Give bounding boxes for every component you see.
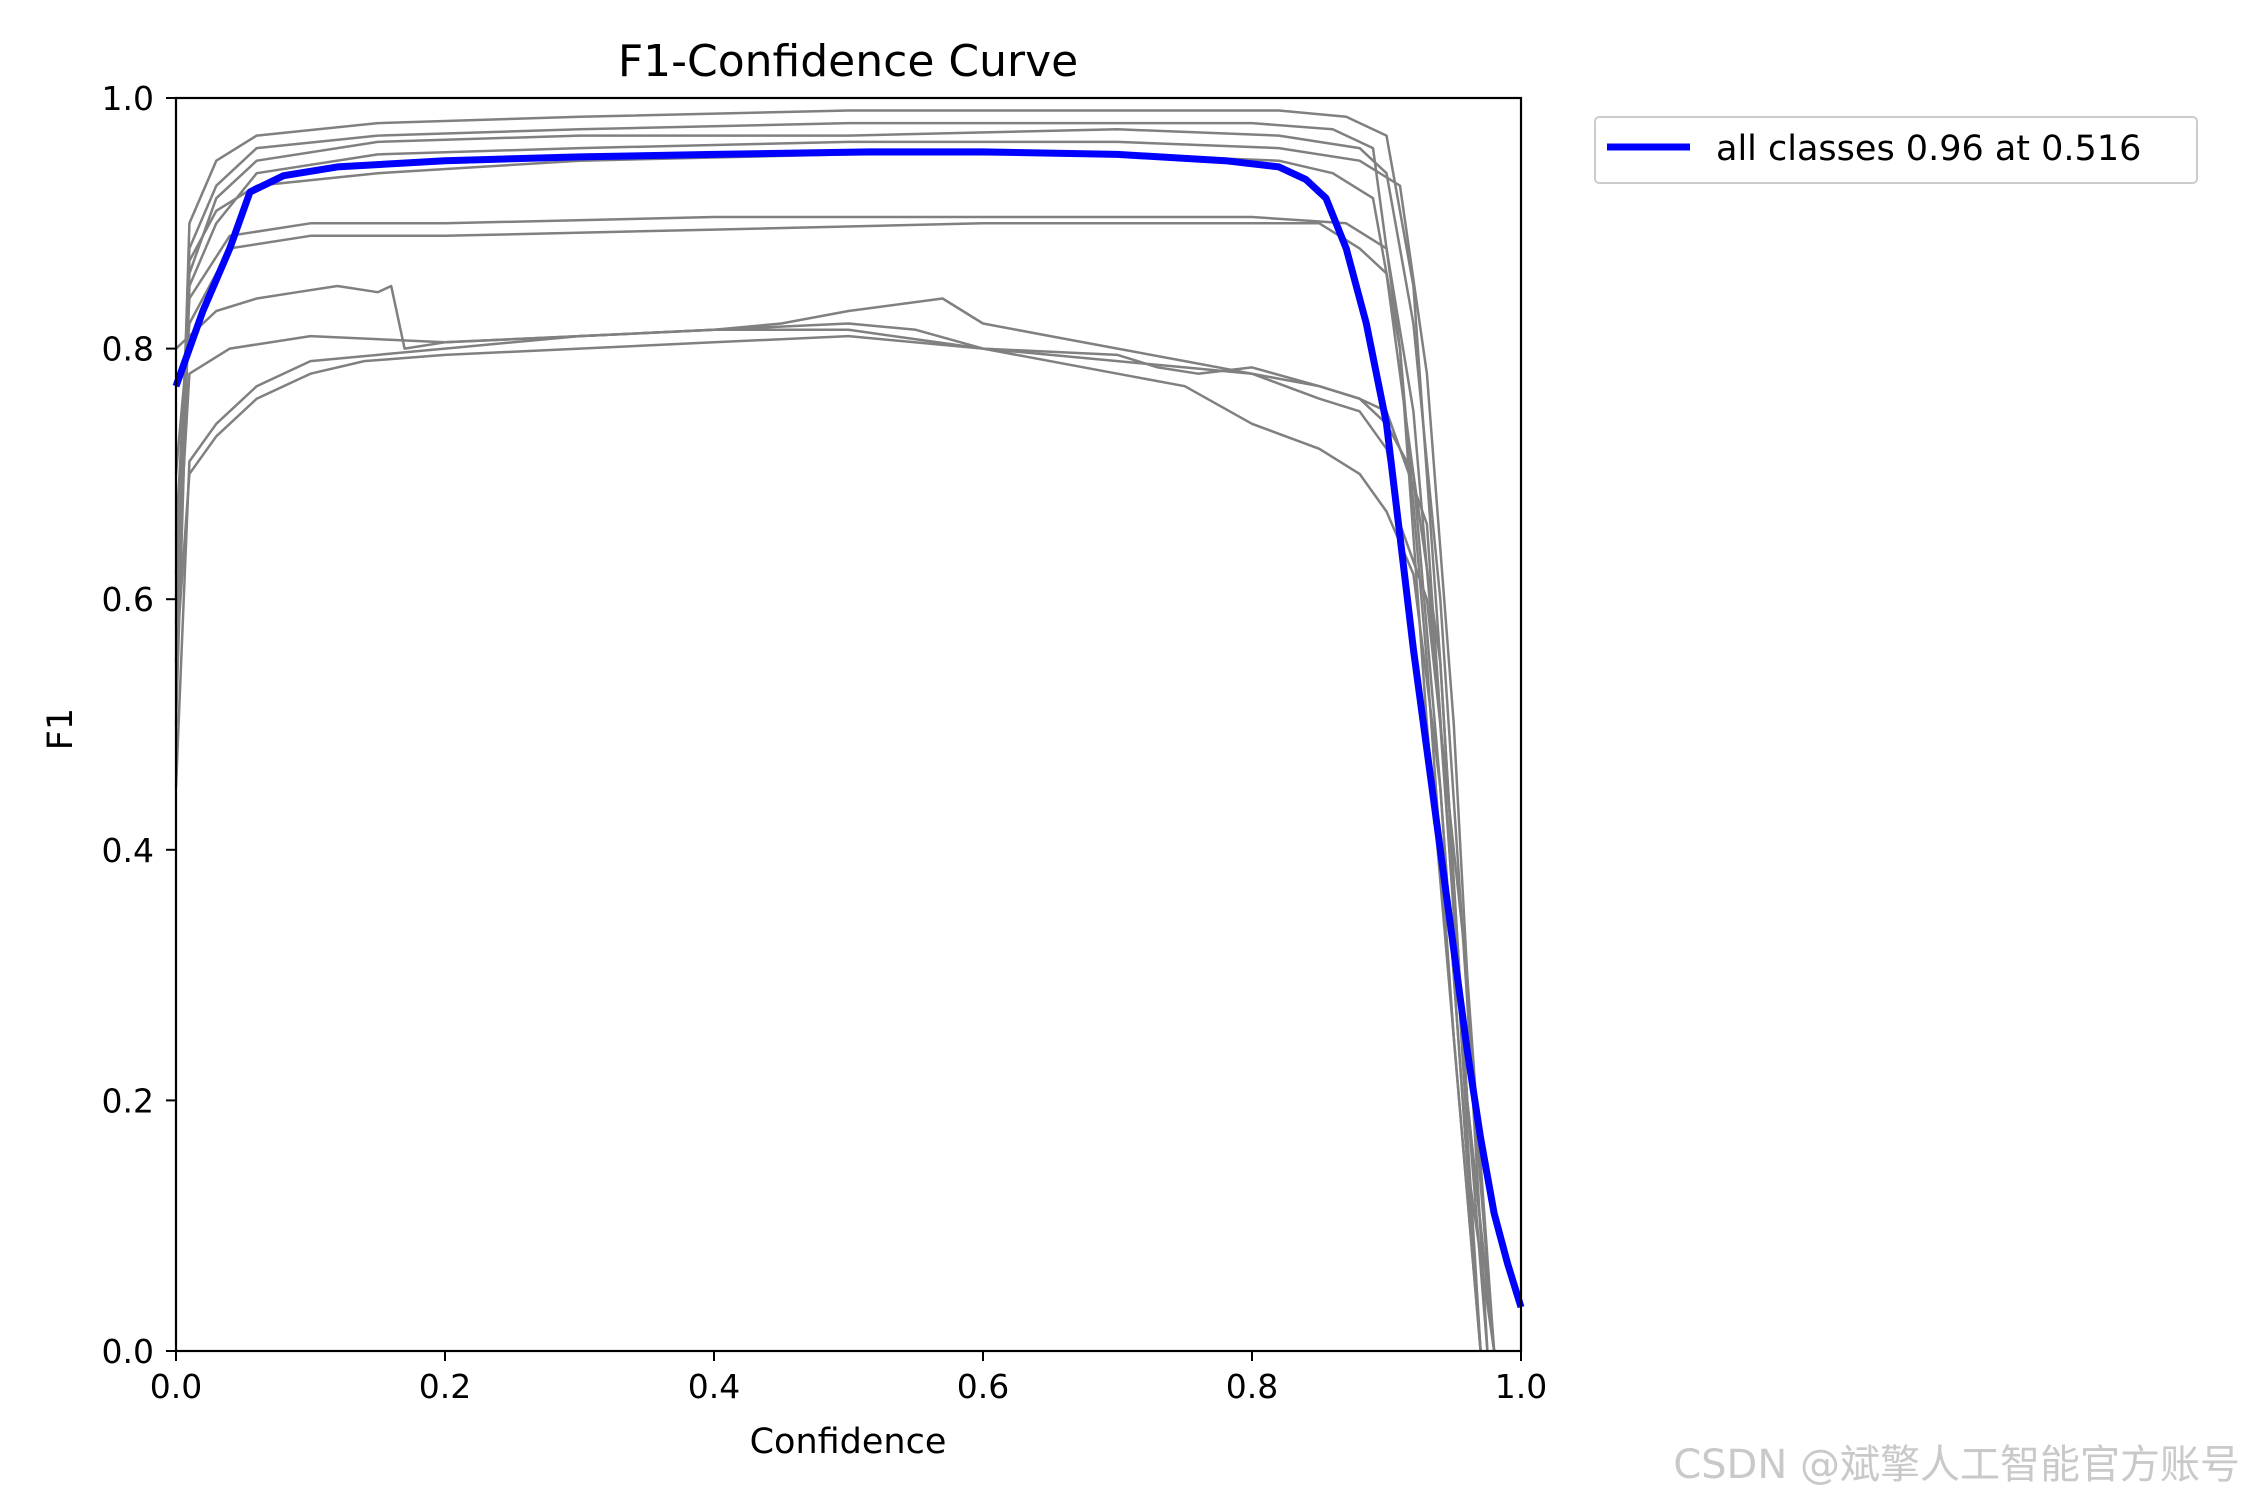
all-classes-line-group xyxy=(172,148,1525,1309)
x-tick-label: 0.8 xyxy=(1226,1367,1278,1406)
x-tick-label: 1.0 xyxy=(1495,1367,1547,1406)
class-line-class-k xyxy=(174,328,1496,1352)
class-line-class-h xyxy=(175,284,1496,1352)
y-tick-label: 0.6 xyxy=(102,580,154,619)
class-line-class-a xyxy=(174,109,1496,1352)
y-tick-label: 0.8 xyxy=(102,330,154,369)
x-tick-label: 0.0 xyxy=(150,1367,202,1406)
class-line-class-j xyxy=(174,322,1496,1352)
y-tick-label: 1.0 xyxy=(102,79,154,118)
legend: all classes 0.96 at 0.516 xyxy=(1594,116,2198,184)
x-tick-label: 0.6 xyxy=(957,1367,1009,1406)
chart-title: F1-Confidence Curve xyxy=(618,36,1078,87)
y-tick-label: 0.2 xyxy=(102,1081,154,1120)
x-axis-label: Confidence xyxy=(750,1422,947,1462)
y-tick-label: 0.4 xyxy=(102,831,154,870)
class-line-class-e xyxy=(174,153,1482,1352)
y-axis-label: F1 xyxy=(41,708,81,750)
class-line-class-c xyxy=(174,128,1489,1352)
legend-label-all-classes: all classes 0.96 at 0.516 xyxy=(1716,129,2141,169)
x-axis-ticks: 0.0 0.2 0.4 0.6 0.8 1.0 xyxy=(150,1351,1547,1406)
x-tick-label: 0.2 xyxy=(419,1367,471,1406)
y-axis-ticks: 0.0 0.2 0.4 0.6 0.8 1.0 xyxy=(102,79,176,1371)
x-tick-label: 0.4 xyxy=(688,1367,740,1406)
class-line-class-b xyxy=(174,121,1482,1352)
class-line-class-i xyxy=(174,334,1482,1352)
watermark: CSDN @斌擎人工智能官方账号 xyxy=(1673,1442,2240,1488)
legend-box xyxy=(1594,116,2198,184)
class-line-class-d xyxy=(174,140,1496,1352)
per-class-lines xyxy=(174,109,1496,1352)
class-line-class-g xyxy=(174,222,1482,1352)
all-classes-line xyxy=(172,148,1525,1309)
plot-frame xyxy=(174,96,1523,1353)
y-tick-label: 0.0 xyxy=(102,1332,154,1371)
